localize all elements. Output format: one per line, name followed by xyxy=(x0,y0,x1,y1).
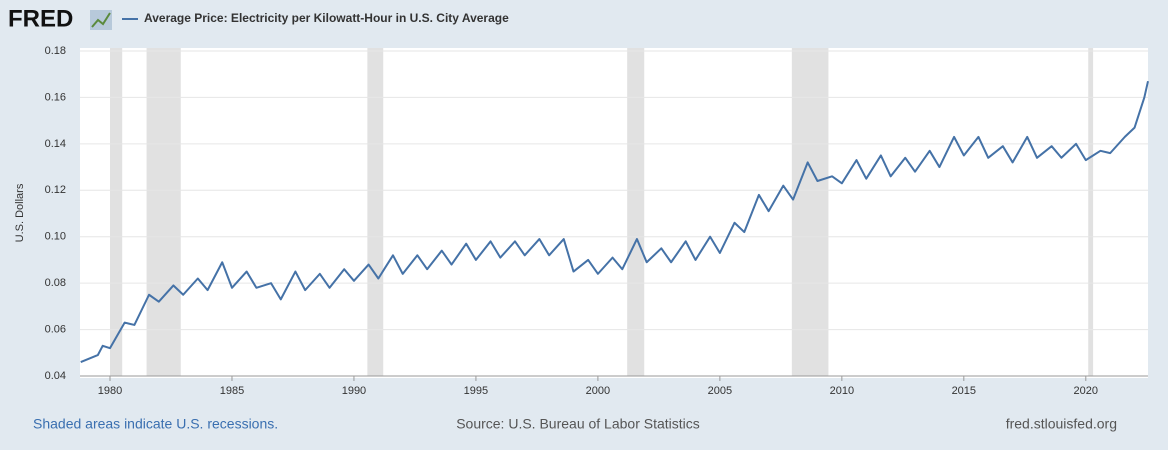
y-axis-label: U.S. Dollars xyxy=(14,183,26,242)
logo-icon xyxy=(90,10,112,30)
recession-band xyxy=(791,48,829,376)
x-tick-label: 2015 xyxy=(952,385,976,397)
y-tick-label: 0.06 xyxy=(45,323,66,335)
x-tick-label: 2010 xyxy=(830,385,854,397)
recession-band xyxy=(110,48,123,376)
y-tick-label: 0.04 xyxy=(45,370,66,382)
x-tick-label: 1980 xyxy=(98,385,122,397)
x-tick-label: 2005 xyxy=(708,385,732,397)
recession-band xyxy=(367,48,384,376)
x-tick-label: 2000 xyxy=(586,385,610,397)
footer-url: fred.stlouisfed.org xyxy=(1006,416,1117,432)
y-tick-label: 0.18 xyxy=(45,45,66,57)
legend-label: Average Price: Electricity per Kilowatt-… xyxy=(144,11,509,25)
y-tick-label: 0.12 xyxy=(45,184,66,196)
y-tick-label: 0.16 xyxy=(45,91,66,103)
recession-band xyxy=(627,48,645,376)
series-line xyxy=(80,80,1149,363)
footer-source: Source: U.S. Bureau of Labor Statistics xyxy=(456,416,700,432)
x-tick-label: 1985 xyxy=(220,385,244,397)
recession-band xyxy=(146,48,181,376)
recession-band xyxy=(1088,48,1094,376)
x-tick-label: 1995 xyxy=(464,385,488,397)
plot-area xyxy=(80,48,1148,378)
footer-note: Shaded areas indicate U.S. recessions. xyxy=(33,416,278,432)
logo-icon-line xyxy=(91,12,111,28)
y-tick-label: 0.10 xyxy=(45,231,66,243)
y-tick-label: 0.08 xyxy=(45,277,66,289)
x-tick-label: 1990 xyxy=(342,385,366,397)
logo: FRED xyxy=(8,5,73,32)
x-tick-label: 2020 xyxy=(1074,385,1098,397)
y-tick-label: 0.14 xyxy=(45,138,66,150)
